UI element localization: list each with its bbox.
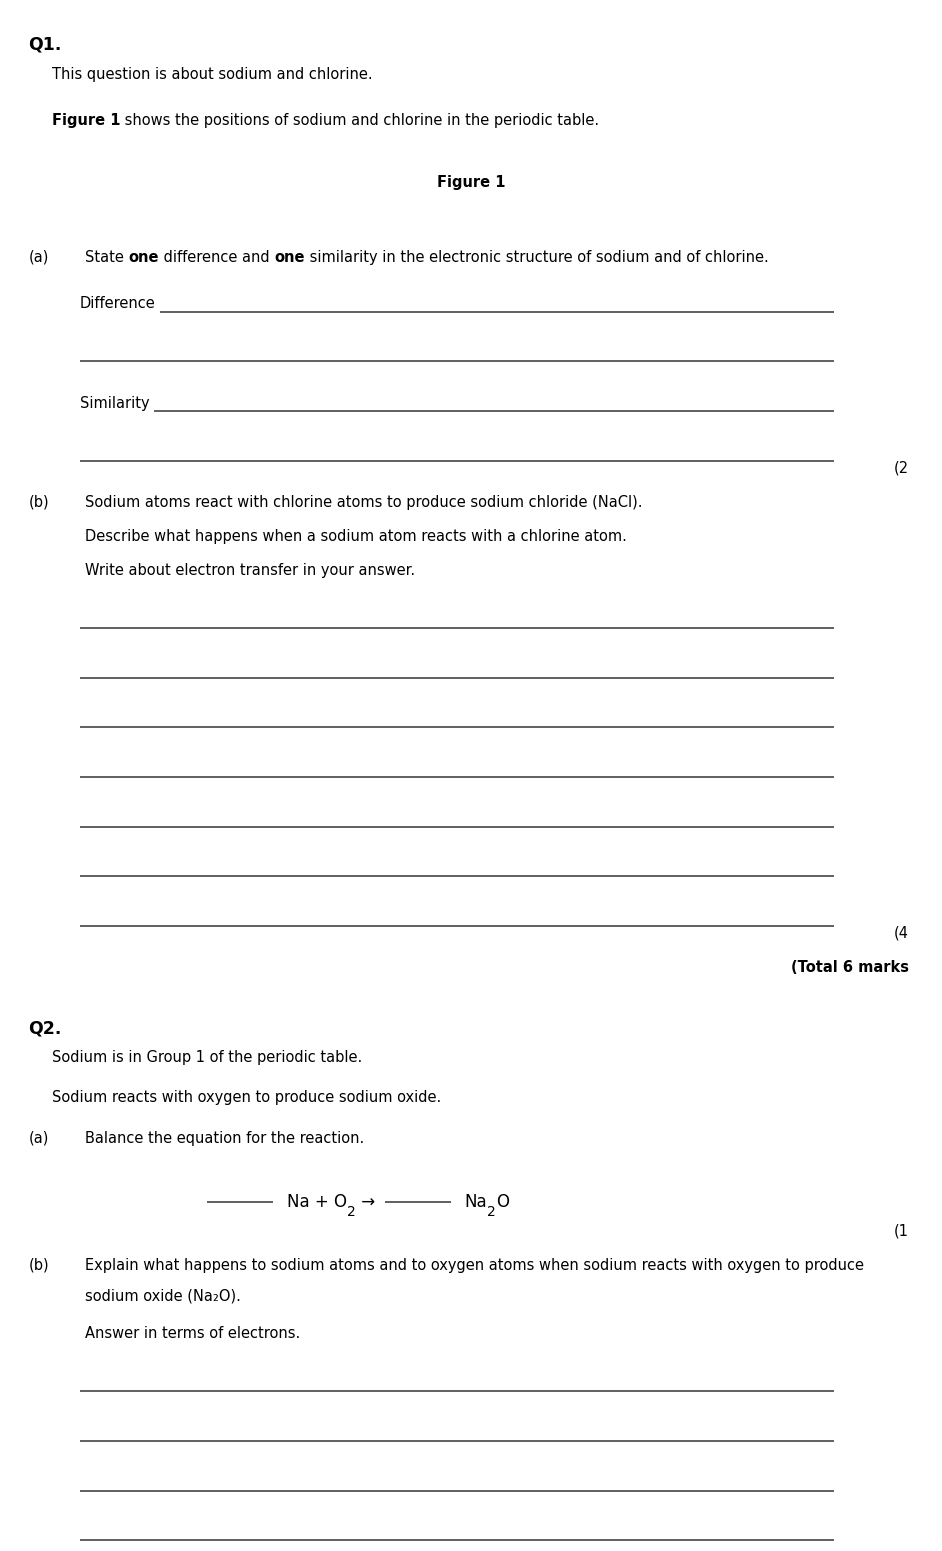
Text: (Total 6 marks: (Total 6 marks: [791, 960, 909, 976]
Text: Q1.: Q1.: [28, 36, 61, 54]
Text: Balance the equation for the reaction.: Balance the equation for the reaction.: [85, 1131, 364, 1146]
Text: Write about electron transfer in your answer.: Write about electron transfer in your an…: [85, 563, 414, 579]
Text: (a): (a): [28, 250, 49, 265]
Text: (a): (a): [28, 1131, 49, 1146]
Text: Sodium atoms react with chlorine atoms to produce sodium chloride (NaCl).: Sodium atoms react with chlorine atoms t…: [85, 495, 642, 510]
Text: (b): (b): [28, 495, 49, 510]
Text: O: O: [496, 1193, 509, 1211]
Text: →: →: [356, 1193, 375, 1211]
Text: one: one: [128, 250, 159, 265]
Text: Sodium reacts with oxygen to produce sodium oxide.: Sodium reacts with oxygen to produce sod…: [52, 1090, 441, 1106]
Text: shows the positions of sodium and chlorine in the periodic table.: shows the positions of sodium and chlori…: [121, 113, 599, 129]
Text: (2: (2: [894, 461, 909, 476]
Text: similarity in the electronic structure of sodium and of chlorine.: similarity in the electronic structure o…: [304, 250, 769, 265]
Text: Similarity: Similarity: [80, 396, 150, 411]
Text: (1: (1: [894, 1224, 909, 1239]
Text: Difference: Difference: [80, 296, 155, 312]
Text: sodium oxide (Na₂O).: sodium oxide (Na₂O).: [85, 1289, 240, 1304]
Text: State: State: [85, 250, 128, 265]
Text: Explain what happens to sodium atoms and to oxygen atoms when sodium reacts with: Explain what happens to sodium atoms and…: [85, 1258, 864, 1273]
Text: This question is about sodium and chlorine.: This question is about sodium and chlori…: [52, 67, 372, 82]
Text: (b): (b): [28, 1258, 49, 1273]
Text: Figure 1: Figure 1: [437, 175, 505, 191]
Text: Answer in terms of electrons.: Answer in terms of electrons.: [85, 1326, 300, 1342]
Text: Q2.: Q2.: [28, 1019, 61, 1038]
Text: difference and: difference and: [159, 250, 274, 265]
Text: Na + O: Na + O: [287, 1193, 348, 1211]
Text: 2: 2: [348, 1205, 356, 1219]
Text: 2: 2: [487, 1205, 496, 1219]
Text: one: one: [274, 250, 304, 265]
Text: Describe what happens when a sodium atom reacts with a chlorine atom.: Describe what happens when a sodium atom…: [85, 529, 626, 544]
Text: (4: (4: [894, 926, 909, 941]
Text: Sodium is in Group 1 of the periodic table.: Sodium is in Group 1 of the periodic tab…: [52, 1050, 362, 1066]
Text: Figure 1: Figure 1: [52, 113, 121, 129]
Text: Na: Na: [464, 1193, 487, 1211]
